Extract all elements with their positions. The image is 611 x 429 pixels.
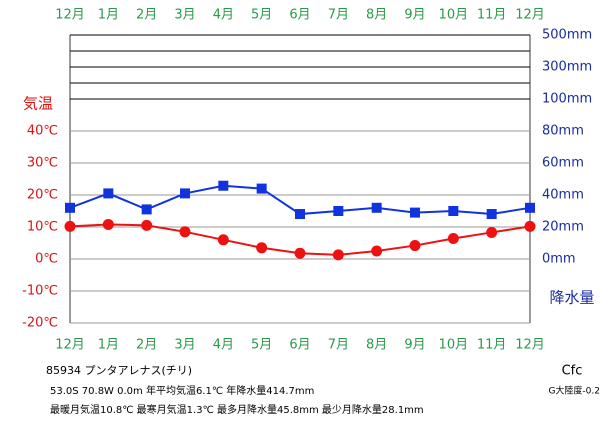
y2-tick-label: 80mm [542, 124, 584, 139]
x-tick-label-top: 3月 [174, 8, 195, 23]
x-tick-label-top: 4月 [213, 8, 234, 23]
info-line: 53.0S 70.8W 0.0m 年平均気温6.1℃ 年降水量414.7mm [50, 384, 314, 397]
x-tick-label: 9月 [404, 338, 425, 353]
marker [371, 245, 383, 257]
marker [102, 218, 114, 230]
marker [141, 219, 153, 231]
marker [65, 202, 75, 213]
marker [64, 220, 76, 232]
marker [410, 207, 420, 218]
x-tick-label-top: 8月 [366, 8, 387, 23]
marker [218, 180, 229, 191]
x-tick-label-top: 2月 [136, 8, 157, 23]
x-tick-label: 5月 [251, 338, 272, 353]
x-tick-label-top: 10月 [439, 8, 469, 23]
y-tick-label: -10℃ [22, 284, 58, 299]
marker [256, 242, 268, 254]
x-tick-label-top: 6月 [289, 8, 310, 23]
x-tick-label: 12月 [515, 338, 545, 353]
x-tick-label-top: 7月 [328, 8, 349, 23]
marker [371, 202, 382, 213]
y2-tick-label: 0mm [542, 252, 576, 267]
marker [180, 188, 190, 199]
y-tick-label: 0℃ [35, 252, 58, 267]
y2-axis-label: 降水量 [549, 289, 594, 307]
marker [256, 183, 267, 194]
y-tick-label: 40℃ [27, 124, 58, 139]
x-tick-label: 2月 [136, 338, 157, 353]
marker [217, 234, 229, 246]
y-tick-label: 30℃ [27, 156, 58, 171]
y-tick-label: 20℃ [27, 188, 58, 203]
x-tick-label-top: 12月 [515, 8, 545, 23]
y-axis-label: 気温 [23, 95, 53, 113]
y2-tick-label: 300mm [542, 60, 592, 75]
marker [294, 247, 306, 259]
x-tick-label: 8月 [366, 338, 387, 353]
x-tick-label-top: 9月 [404, 8, 425, 23]
x-tick-label: 1月 [98, 338, 119, 353]
x-tick-label: 4月 [213, 338, 234, 353]
x-tick-label: 6月 [289, 338, 310, 353]
y2-tick-label: 100mm [542, 92, 592, 107]
x-tick-label-top: 11月 [477, 8, 507, 23]
marker [486, 226, 498, 238]
x-tick-label: 10月 [439, 338, 469, 353]
x-tick-label: 7月 [328, 338, 349, 353]
marker [179, 226, 191, 238]
info-line: 最暖月気温10.8℃ 最寒月気温1.3℃ 最多月降水量45.8mm 最少月降水量… [50, 403, 424, 416]
x-tick-label: 12月 [55, 338, 85, 353]
marker [141, 204, 152, 215]
x-tick-label-top: 1月 [98, 8, 119, 23]
marker [333, 206, 344, 216]
marker [448, 206, 459, 216]
x-tick-label: 3月 [174, 338, 195, 353]
x-tick-label-top: 12月 [55, 8, 85, 23]
y2-tick-label: 20mm [542, 220, 584, 235]
y2-tick-label: 60mm [542, 156, 584, 171]
marker [525, 202, 535, 213]
marker [103, 188, 114, 199]
y2-tick-label: 40mm [542, 188, 584, 203]
y2-tick-label: 500mm [542, 28, 592, 43]
x-tick-label-top: 5月 [251, 8, 272, 23]
marker [524, 220, 536, 232]
continentality: G大陸度-0.2 [548, 385, 600, 397]
climate-class: Cfc [562, 364, 583, 379]
marker [409, 240, 421, 252]
marker [332, 249, 344, 261]
x-tick-label: 11月 [477, 338, 507, 353]
marker [447, 233, 459, 245]
y-tick-label: 10℃ [27, 220, 58, 235]
y-tick-label: -20℃ [22, 316, 58, 331]
station: 85934 プンタアレナス(チリ) [46, 364, 192, 377]
marker [486, 209, 497, 220]
marker [295, 209, 305, 220]
